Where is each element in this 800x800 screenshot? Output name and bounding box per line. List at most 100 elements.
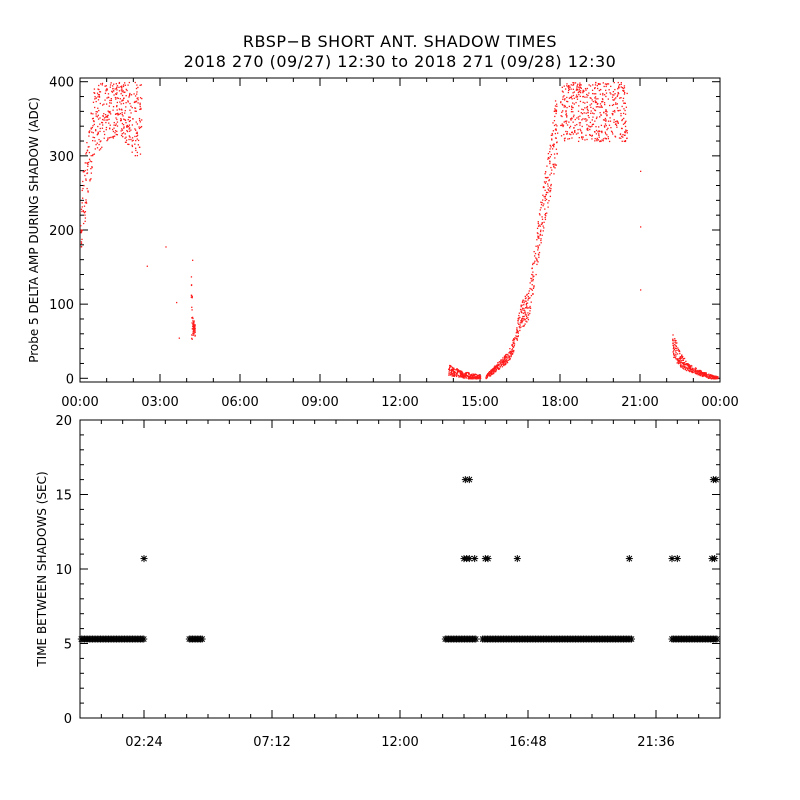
data-point: [603, 119, 606, 121]
data-point: [572, 102, 574, 104]
data-point: [551, 169, 553, 171]
data-point: [561, 124, 563, 127]
data-point: [623, 134, 626, 136]
data-point: [606, 114, 608, 117]
data-point: [612, 103, 615, 106]
data-point: [525, 315, 528, 318]
data-point: [90, 161, 93, 163]
data-point: [471, 378, 474, 380]
x-tick-label-top: 00:00: [61, 395, 98, 410]
data-point: [544, 173, 546, 175]
data-point: [93, 91, 95, 94]
data-point: [688, 367, 691, 369]
data-point: [541, 202, 543, 204]
data-point: [609, 104, 611, 107]
data-point: [98, 88, 100, 91]
data-point: [576, 96, 578, 98]
data-point: [530, 294, 533, 297]
data-point: [517, 322, 519, 324]
data-point: [138, 146, 141, 148]
data-point: [527, 318, 530, 321]
data-point: [133, 101, 136, 104]
data-point: [130, 129, 132, 131]
data-point: [488, 372, 490, 374]
data-point: [513, 343, 516, 345]
data-point: [459, 373, 462, 375]
data-point: [714, 376, 717, 378]
data-point: [685, 368, 687, 370]
data-point: [582, 136, 584, 138]
data-point: [502, 363, 505, 365]
data-point: [623, 85, 626, 87]
data-point: [451, 370, 453, 372]
data-point: [589, 97, 591, 99]
data-point: [585, 134, 587, 136]
data-point: [109, 110, 111, 113]
data-point: [604, 83, 607, 85]
data-point: [579, 95, 581, 98]
data-point: [567, 138, 569, 140]
data-point: [577, 140, 580, 143]
data-point: [715, 378, 717, 380]
data-point: [625, 130, 627, 133]
data-point: [549, 156, 551, 158]
data-point: [139, 105, 141, 108]
data-point: [598, 130, 601, 133]
data-point: [476, 374, 478, 377]
data-point: [594, 120, 596, 122]
data-point: [484, 555, 492, 563]
data-point: [90, 172, 93, 174]
data-point: [524, 312, 526, 314]
data-point: [692, 369, 694, 371]
data-point: [551, 132, 553, 135]
data-point: [601, 139, 603, 141]
data-point: [594, 84, 597, 86]
data-point: [585, 118, 587, 120]
data-point: [485, 376, 487, 378]
data-point: [573, 82, 575, 84]
data-point: [453, 374, 455, 376]
data-point: [122, 102, 125, 105]
data-point: [523, 317, 525, 320]
data-point: [512, 339, 514, 342]
data-point: [623, 89, 625, 92]
data-point: [686, 369, 688, 372]
data-point: [543, 227, 545, 229]
data-point: [126, 130, 129, 133]
data-point: [519, 308, 522, 311]
data-point: [526, 321, 528, 323]
data-point: [103, 137, 105, 139]
data-point: [602, 119, 605, 121]
data-point: [134, 128, 136, 130]
data-point: [120, 130, 122, 132]
data-point: [138, 117, 141, 120]
data-point: [494, 367, 496, 369]
data-point: [97, 107, 99, 109]
data-point: [125, 141, 127, 143]
data-point: [676, 359, 678, 361]
data-point: [541, 218, 544, 220]
data-point: [571, 105, 573, 107]
data-point: [579, 90, 582, 92]
data-point: [691, 370, 693, 373]
data-point: [554, 110, 556, 112]
data-point: [579, 84, 581, 87]
data-point: [544, 208, 546, 210]
data-point: [621, 119, 623, 122]
data-point: [496, 366, 499, 368]
data-point: [618, 84, 621, 86]
data-point: [96, 147, 99, 149]
data-point: [97, 114, 99, 117]
data-point: [572, 116, 575, 118]
data-point: [594, 101, 597, 104]
data-point: [81, 210, 83, 213]
data-point: [457, 369, 459, 371]
data-point: [127, 101, 129, 103]
data-point: [194, 324, 196, 326]
data-point: [90, 167, 92, 170]
data-point: [590, 112, 592, 114]
data-point: [572, 121, 574, 123]
data-point: [135, 132, 138, 134]
data-point: [568, 87, 570, 89]
data-point: [541, 222, 543, 224]
